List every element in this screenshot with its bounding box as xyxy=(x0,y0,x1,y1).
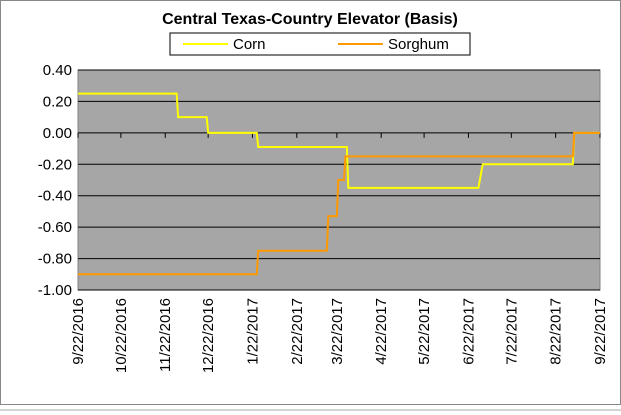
y-tick-label: 0.20 xyxy=(43,93,72,110)
x-tick-label: 9/22/2017 xyxy=(592,298,609,365)
x-tick-label: 4/22/2017 xyxy=(373,298,390,365)
y-tick-label: -0.20 xyxy=(38,156,72,173)
x-tick-label: 7/22/2017 xyxy=(503,298,520,365)
x-tick-label: 1/22/2017 xyxy=(244,298,261,365)
x-tick-label: 10/22/2016 xyxy=(113,298,130,373)
y-tick-label: 0.40 xyxy=(43,62,72,79)
series-line xyxy=(78,92,600,189)
x-tick-label: 5/22/2017 xyxy=(416,298,433,365)
legend-label: Sorghum xyxy=(388,36,449,53)
x-tick-label: 2/22/2017 xyxy=(289,298,306,365)
x-tick-label: 8/22/2017 xyxy=(548,298,565,365)
series-line xyxy=(78,131,600,276)
x-tick-label: 9/22/2016 xyxy=(70,298,87,365)
y-tick-label: -0.40 xyxy=(38,188,72,205)
y-tick-label: -0.80 xyxy=(38,251,72,268)
y-tick-label: -1.00 xyxy=(38,282,72,299)
chart-title: Central Texas-Country Elevator (Basis) xyxy=(162,11,458,28)
legend-box xyxy=(169,32,471,56)
legend-label: Corn xyxy=(233,36,266,53)
x-tick-label: 11/22/2016 xyxy=(157,298,174,372)
y-tick-label: 0.00 xyxy=(43,125,72,142)
y-tick-label: -0.60 xyxy=(38,219,72,236)
x-tick-label: 3/22/2017 xyxy=(329,298,346,365)
x-tick-label: 12/22/2016 xyxy=(200,298,217,373)
x-tick-label: 6/22/2017 xyxy=(460,298,477,365)
